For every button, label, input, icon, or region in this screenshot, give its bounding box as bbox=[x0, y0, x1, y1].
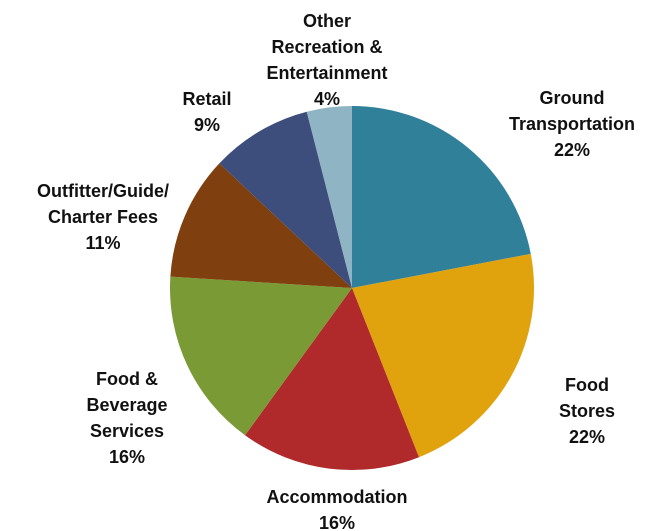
pie-slice bbox=[170, 276, 352, 436]
slice-label: Other Recreation & Entertainment 4% bbox=[266, 8, 387, 112]
value-label: 16% bbox=[108, 447, 146, 467]
category-label: Other Recreation & Entertainment bbox=[266, 11, 388, 83]
pie-slice bbox=[306, 106, 352, 288]
slice-label: Accommodation 16% bbox=[266, 484, 407, 531]
pie-slice bbox=[219, 111, 352, 288]
category-label: Accommodation bbox=[266, 487, 408, 507]
slice-label: Retail 9% bbox=[182, 86, 231, 138]
category-label: Retail bbox=[182, 89, 232, 109]
value-label: 9% bbox=[193, 115, 220, 135]
value-label: 11% bbox=[85, 233, 121, 253]
pie-slice bbox=[245, 288, 419, 471]
category-label: Food Stores bbox=[558, 375, 616, 421]
value-label: 16% bbox=[318, 513, 356, 531]
slice-label: Food Stores 22% bbox=[553, 372, 621, 450]
category-label: Ground Transportation bbox=[508, 88, 636, 134]
pie-slice bbox=[170, 163, 352, 288]
category-label: Outfitter/Guide/ Charter Fees bbox=[37, 181, 169, 227]
pie-slice bbox=[352, 106, 531, 288]
category-label: Food & Beverage Services bbox=[86, 369, 168, 441]
value-label: 22% bbox=[568, 427, 606, 447]
value-label: 4% bbox=[313, 89, 340, 109]
value-label: 22% bbox=[553, 140, 591, 160]
slice-label: Outfitter/Guide/ Charter Fees 11% bbox=[37, 178, 169, 256]
slice-label: Ground Transportation 22% bbox=[509, 85, 635, 163]
pie-slice bbox=[352, 253, 534, 458]
slice-label: Food & Beverage Services 16% bbox=[86, 366, 167, 470]
